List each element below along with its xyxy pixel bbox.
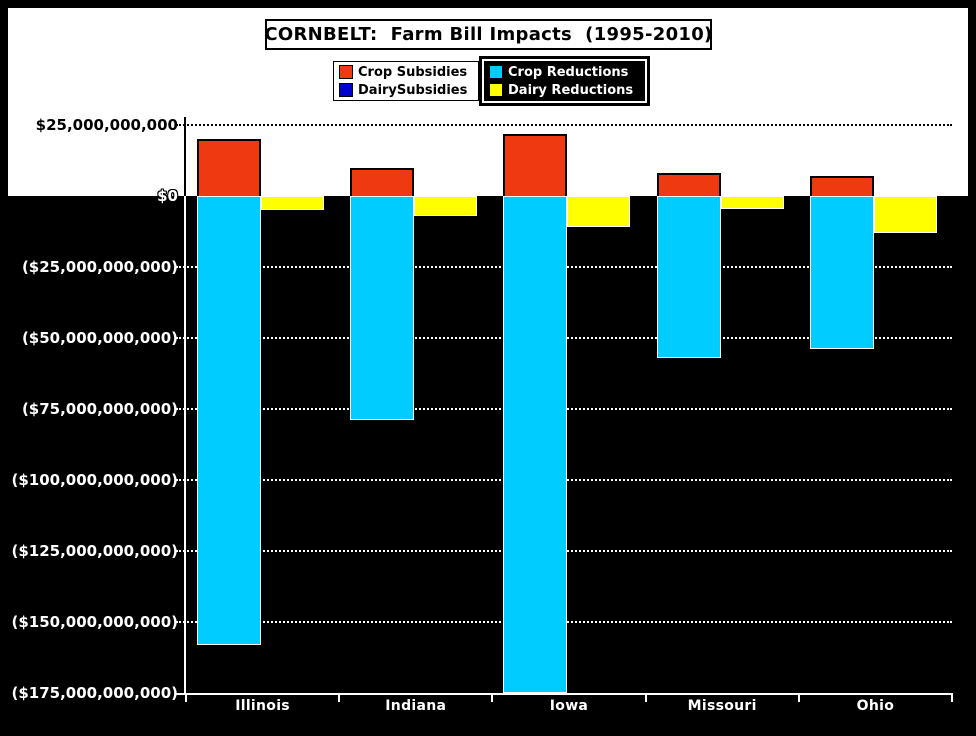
bar-illinois-crop-reductions	[197, 196, 261, 645]
legend-label-dairy-subsidies: DairySubsidies	[358, 82, 468, 98]
x-category-label-indiana: Indiana	[385, 698, 447, 714]
bar-ohio-dairy-reductions	[873, 196, 937, 233]
legend-reductions-box: Crop Reductions Dairy Reductions	[482, 59, 647, 103]
bar-missouri-crop-reductions	[656, 196, 721, 358]
legend-label-dairy-reductions: Dairy Reductions	[508, 82, 634, 98]
legend-item-crop-reductions: Crop Reductions	[489, 64, 640, 81]
legend-subsidies-box: Crop Subsidies DairySubsidies	[333, 61, 479, 101]
bar-illinois-dairy-reductions	[261, 196, 324, 211]
bar-indiana-dairy-reductions	[414, 196, 478, 216]
bar-ohio-crop-reductions	[809, 196, 874, 350]
x-axis-tick-2	[491, 693, 494, 702]
bar-indiana-crop-subsidies	[350, 167, 415, 196]
bar-iowa-crop-reductions	[503, 196, 568, 693]
bar-iowa-crop-subsidies	[503, 133, 568, 196]
x-axis-left-tick	[176, 693, 186, 695]
bar-indiana-crop-reductions	[350, 196, 415, 421]
bar-illinois-crop-subsidies	[197, 139, 261, 196]
legend-label-crop-subsidies: Crop Subsidies	[358, 64, 468, 80]
x-axis-tick-1	[338, 693, 341, 702]
bar-iowa-dairy-reductions	[567, 196, 631, 228]
x-category-label-ohio: Ohio	[856, 698, 895, 714]
legend-item-dairy-subsidies: DairySubsidies	[339, 82, 473, 99]
x-axis-tick-4	[797, 693, 800, 702]
y-tick-label--50B: ($50,000,000,000)	[21, 329, 178, 347]
crop-reductions-swatch	[489, 65, 503, 79]
y-tick-label-0B: $0	[157, 187, 178, 205]
chart-title-box: CORNBELT: Farm Bill Impacts (1995-2010)	[264, 19, 713, 50]
gridline-25B	[176, 124, 952, 126]
y-axis-line-lower	[184, 196, 186, 695]
x-axis-tick-3	[644, 693, 647, 702]
bar-missouri-crop-subsidies	[656, 173, 721, 196]
bar-missouri-dairy-reductions	[720, 196, 784, 209]
legend-label-crop-reductions: Crop Reductions	[508, 64, 629, 80]
y-tick-label--75B: ($75,000,000,000)	[21, 400, 178, 418]
chart-title: CORNBELT: Farm Bill Impacts (1995-2010)	[264, 24, 713, 45]
y-axis-line-upper	[184, 117, 186, 196]
x-axis-tick-end	[951, 693, 953, 702]
crop-subsidies-swatch	[339, 65, 353, 79]
y-tick-label--175B: ($175,000,000,000)	[11, 684, 179, 702]
y-tick-label--125B: ($125,000,000,000)	[11, 542, 179, 560]
dairy-reductions-swatch	[489, 83, 503, 97]
y-tick-label--150B: ($150,000,000,000)	[11, 613, 179, 631]
x-category-label-iowa: Iowa	[549, 698, 589, 714]
legend-item-crop-subsidies: Crop Subsidies	[339, 64, 473, 81]
dairy-subsidies-swatch	[339, 83, 353, 97]
x-axis-tick-0	[185, 693, 187, 702]
bar-ohio-crop-subsidies	[809, 176, 874, 196]
y-tick-label--100B: ($100,000,000,000)	[11, 471, 179, 489]
x-category-label-illinois: Illinois	[235, 698, 290, 714]
y-tick-label--25B: ($25,000,000,000)	[21, 258, 178, 276]
x-category-label-missouri: Missouri	[687, 698, 757, 714]
legend-item-dairy-reductions: Dairy Reductions	[489, 82, 640, 99]
x-axis-line	[186, 693, 952, 695]
y-tick-label-25B: $25,000,000,000	[35, 116, 178, 134]
